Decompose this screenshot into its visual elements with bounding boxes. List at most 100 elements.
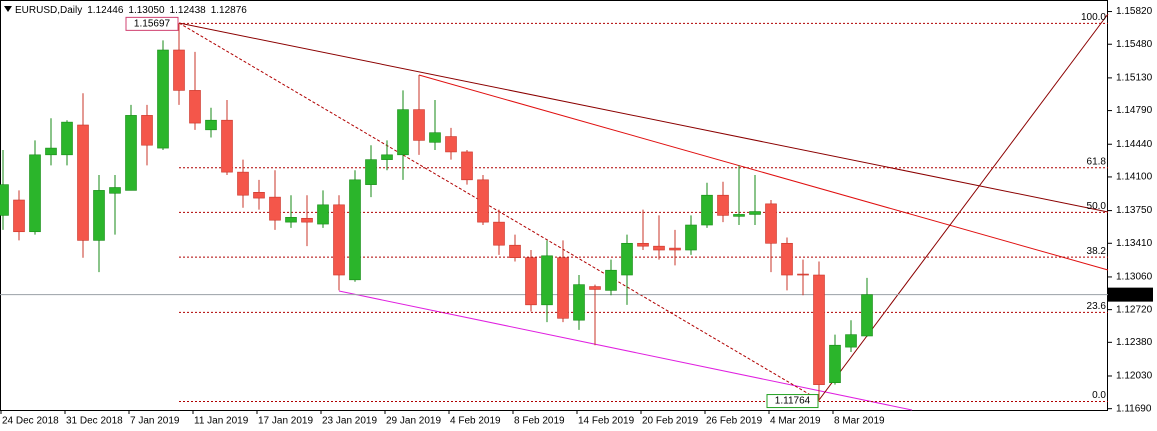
candle-body (845, 334, 857, 348)
fib-label: 100.0 (1081, 12, 1106, 23)
candle-body (653, 245, 665, 251)
x-tick-label: 4 Feb 2019 (450, 416, 501, 427)
y-tick-label: 1.15480 (1116, 39, 1153, 50)
trend-line (418, 74, 1109, 271)
candle-body (813, 274, 825, 385)
candle-body (0, 184, 9, 216)
x-tick-label: 24 Dec 2018 (2, 416, 59, 427)
candle-body (237, 171, 249, 196)
candle-body (493, 221, 505, 246)
candle-body (157, 49, 169, 149)
x-tick-label: 29 Jan 2019 (386, 416, 441, 427)
candle-body (445, 136, 457, 153)
collapse-icon (4, 6, 12, 12)
candle-body (29, 154, 41, 233)
candle-body (93, 190, 105, 241)
candle-body (461, 151, 473, 181)
candle-body (45, 147, 57, 156)
candle-body (557, 257, 569, 319)
candle-body (173, 49, 185, 91)
candle-body (333, 204, 345, 276)
y-tick-label: 1.12380 (1116, 337, 1153, 348)
symbol: EURUSD,Daily (15, 5, 82, 16)
candle-body (13, 199, 25, 233)
candle-body (349, 179, 361, 281)
fib-label: 61.8 (1087, 156, 1107, 167)
y-tick-label: 1.14440 (1116, 139, 1153, 150)
candle-body (541, 255, 553, 306)
current-price-label: 1.12876 (1114, 289, 1151, 300)
candle-body (381, 154, 393, 160)
swing-high-label: 1.15697 (134, 19, 171, 30)
candle-body (525, 257, 537, 306)
current-price-box (1108, 287, 1153, 302)
candle-body (477, 179, 489, 223)
y-tick-label: 1.12720 (1116, 304, 1153, 315)
fib-label: 50.0 (1087, 201, 1107, 212)
x-tick-label: 11 Jan 2019 (194, 416, 249, 427)
y-tick-label: 1.14790 (1116, 105, 1153, 116)
candle-body (125, 115, 137, 191)
header-quote: 1.12876 (211, 5, 248, 16)
candle-body (573, 284, 585, 321)
x-tick-label: 14 Feb 2019 (578, 416, 635, 427)
candle-body (413, 109, 425, 141)
candle-body (301, 217, 313, 223)
x-tick-label: 8 Feb 2019 (514, 416, 565, 427)
candle-body (141, 115, 153, 146)
candle-body (669, 247, 681, 251)
x-tick-label: 23 Jan 2019 (322, 416, 377, 427)
candle-body (61, 121, 73, 156)
y-tick-label: 1.13750 (1116, 205, 1153, 216)
x-tick-label: 7 Jan 2019 (130, 416, 180, 427)
x-tick-label: 8 Mar 2019 (834, 416, 885, 427)
candle-body (765, 203, 777, 244)
candle-body (797, 273, 809, 276)
candle-body (77, 124, 89, 241)
candle-body (749, 211, 761, 215)
y-tick-label: 1.13060 (1116, 272, 1153, 283)
candle-body (637, 242, 649, 247)
candle-body (589, 286, 601, 290)
y-tick-label: 1.13410 (1116, 238, 1153, 249)
y-tick-label: 1.12030 (1116, 371, 1153, 382)
y-tick-label: 1.14100 (1116, 172, 1153, 183)
swing-low-label: 1.11764 (775, 396, 811, 407)
candle-body (621, 242, 633, 276)
swing-low-box (766, 394, 819, 409)
candle-body (365, 159, 377, 185)
y-tick-label: 1.11690 (1116, 403, 1152, 414)
fib-label: 23.6 (1087, 301, 1107, 312)
candle-body (829, 344, 841, 384)
candle-body (429, 132, 441, 143)
swing-high-box (125, 16, 179, 31)
x-tick-label: 4 Mar 2019 (770, 416, 821, 427)
header-quote: 1.13050 (128, 5, 165, 16)
candle-body (397, 109, 409, 156)
candle-body (861, 294, 873, 337)
fib-label: 38.2 (1087, 246, 1107, 257)
candle-body (781, 242, 793, 276)
chart-header: EURUSD,Daily 1.12446 1.13050 1.12438 1.12876 (15, 5, 247, 16)
candle-body (269, 196, 281, 221)
candle-body (189, 90, 201, 124)
y-tick-label: 1.15820 (1116, 6, 1153, 17)
header-quote: 1.12446 (87, 5, 124, 16)
candle-body (109, 187, 121, 194)
x-tick-label: 31 Dec 2018 (66, 416, 123, 427)
candle-body (205, 119, 217, 131)
trend-line (818, 13, 1109, 401)
y-tick-label: 1.15130 (1116, 73, 1153, 84)
candle-body (685, 224, 697, 251)
x-tick-label: 17 Jan 2019 (258, 416, 313, 427)
candle-body (317, 204, 329, 225)
fib-label: 0.0 (1092, 390, 1106, 401)
candle-body (733, 214, 745, 217)
candle-body (253, 192, 265, 199)
candle-body (701, 194, 713, 226)
trend-line (178, 22, 1109, 213)
candle-body (605, 269, 617, 291)
candle-body (509, 244, 521, 259)
candle-body (285, 217, 297, 223)
